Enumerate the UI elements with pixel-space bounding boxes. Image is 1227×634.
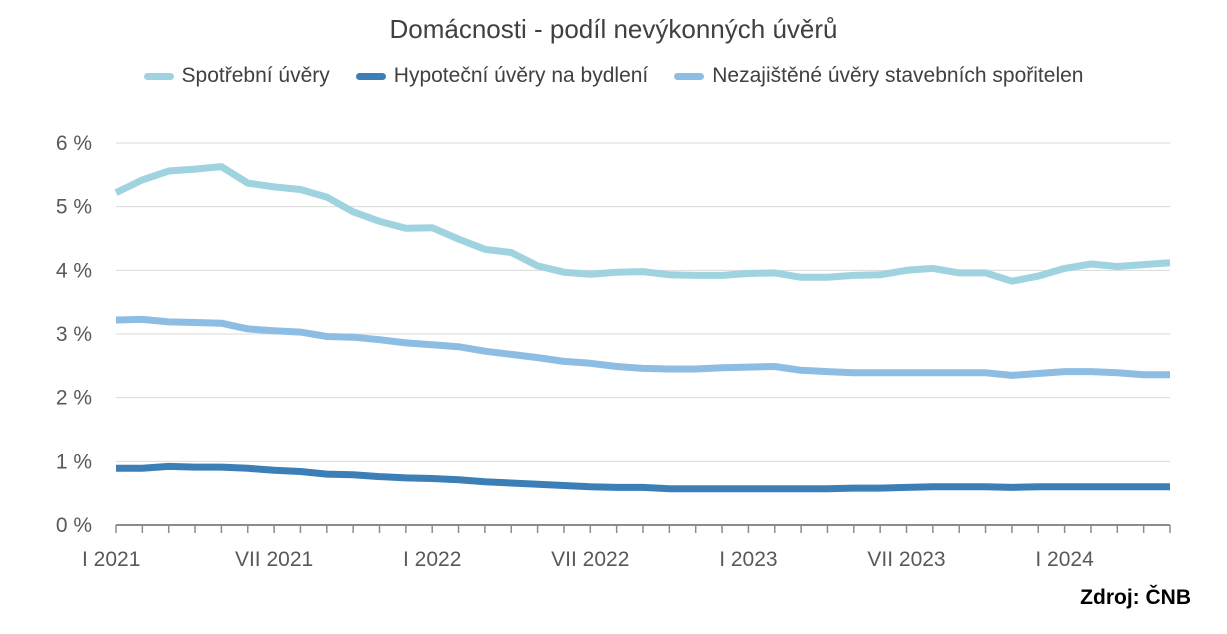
y-tick-label: 3 % <box>56 323 92 346</box>
x-tick-label: I 2021 <box>82 548 140 571</box>
y-tick-label: 4 % <box>56 259 92 282</box>
legend-entry-consumer: Spotřební úvěry <box>143 64 330 88</box>
legend-entry-mortgage: Hypoteční úvěry na bydlení <box>355 64 649 88</box>
y-tick-label: 1 % <box>56 450 92 473</box>
source-note: Zdroj: ČNB <box>1080 586 1191 609</box>
legend-swatch-consumer <box>143 72 174 80</box>
x-tick-label: VII 2022 <box>551 548 629 571</box>
legend: Spotřební úvěry Hypoteční úvěry na bydle… <box>0 64 1227 88</box>
legend-swatch-building-savings <box>674 72 705 80</box>
y-tick-label: 5 % <box>56 196 92 219</box>
legend-label-consumer: Spotřební úvěry <box>181 64 330 87</box>
legend-label-building-savings: Nezajištěné úvěry stavebních spořitelen <box>712 64 1084 87</box>
chart-title: Domácnosti - podíl nevýkonných úvěrů <box>389 14 838 44</box>
y-tick-label: 0 % <box>56 514 92 537</box>
legend-swatch-mortgage <box>355 72 386 80</box>
series-line-0 <box>114 163 1171 285</box>
y-tick-label: 2 % <box>56 387 92 410</box>
x-tick-label: VII 2023 <box>867 548 945 571</box>
x-tick-label: VII 2021 <box>235 548 313 571</box>
y-tick-label: 6 % <box>56 132 92 155</box>
series-line-1 <box>116 462 1170 493</box>
legend-entry-building-savings: Nezajištěné úvěry stavebních spořitelen <box>674 64 1083 88</box>
series-line-2 <box>115 315 1170 379</box>
legend-label-mortgage: Hypoteční úvěry na bydlení <box>393 64 649 87</box>
x-tick-label: I 2024 <box>1035 548 1094 571</box>
x-tick-label: I 2023 <box>719 548 777 571</box>
x-tick-label: I 2022 <box>403 548 461 571</box>
